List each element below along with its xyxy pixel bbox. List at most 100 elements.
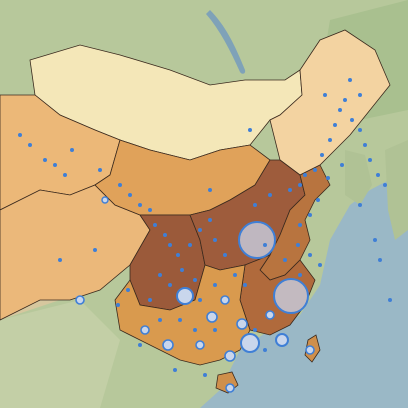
city-dot: [138, 343, 142, 347]
city-dot: [313, 168, 317, 172]
city-dot: [98, 168, 102, 172]
city-dot: [63, 173, 67, 177]
city-dot: [176, 253, 180, 257]
city-dot: [28, 143, 32, 147]
city-dot: [188, 243, 192, 247]
medium-marker-southeast[interactable]: [275, 333, 289, 347]
city-dot: [208, 188, 212, 192]
city-dot: [233, 273, 237, 277]
medium-marker-sichuan[interactable]: [176, 287, 194, 305]
city-dot: [148, 208, 152, 212]
city-dot: [180, 268, 184, 272]
city-dot: [118, 183, 122, 187]
city-dot: [338, 108, 342, 112]
city-dot: [223, 253, 227, 257]
small-marker[interactable]: [265, 310, 275, 320]
city-dot: [126, 288, 130, 292]
japan-terrain: [385, 140, 408, 240]
city-dot: [153, 223, 157, 227]
small-marker[interactable]: [236, 318, 248, 330]
city-dot: [303, 173, 307, 177]
city-dot: [158, 273, 162, 277]
city-dot: [343, 98, 347, 102]
city-dot: [168, 283, 172, 287]
city-dot: [253, 328, 257, 332]
city-dot: [128, 193, 132, 197]
city-dot: [173, 368, 177, 372]
city-dot: [320, 153, 324, 157]
small-marker[interactable]: [220, 295, 230, 305]
large-marker-east[interactable]: [273, 278, 309, 314]
city-dot: [378, 258, 382, 262]
city-dot: [43, 158, 47, 162]
city-dot: [263, 243, 267, 247]
large-marker-north[interactable]: [238, 221, 276, 259]
city-dot: [358, 128, 362, 132]
city-dot: [296, 243, 300, 247]
city-dot: [18, 133, 22, 137]
medium-marker-south[interactable]: [240, 333, 260, 353]
city-dot: [308, 213, 312, 217]
city-dot: [248, 128, 252, 132]
city-dot: [178, 318, 182, 322]
city-dot: [263, 348, 267, 352]
city-dot: [368, 158, 372, 162]
city-dot: [213, 328, 217, 332]
city-dot: [168, 243, 172, 247]
city-dot: [148, 298, 152, 302]
city-dot: [348, 78, 352, 82]
city-dot: [318, 263, 322, 267]
city-dot: [268, 193, 272, 197]
city-dot: [363, 143, 367, 147]
city-dot: [316, 198, 320, 202]
small-marker[interactable]: [225, 383, 235, 393]
city-dot: [243, 283, 247, 287]
small-marker[interactable]: [101, 196, 109, 204]
city-dot: [308, 253, 312, 257]
small-marker[interactable]: [140, 325, 150, 335]
city-dot: [253, 203, 257, 207]
city-dot: [358, 203, 362, 207]
city-dot: [93, 248, 97, 252]
small-marker[interactable]: [162, 339, 174, 351]
city-dot: [340, 163, 344, 167]
city-dot: [373, 238, 377, 242]
city-dot: [198, 298, 202, 302]
city-dot: [298, 183, 302, 187]
city-dot: [288, 188, 292, 192]
small-marker[interactable]: [75, 295, 85, 305]
city-dot: [70, 148, 74, 152]
city-dot: [138, 203, 142, 207]
korea-terrain: [345, 150, 372, 205]
city-dot: [163, 233, 167, 237]
city-dot: [376, 173, 380, 177]
city-dot: [116, 303, 120, 307]
city-dot: [208, 218, 212, 222]
city-dot: [283, 258, 287, 262]
city-dot: [158, 318, 162, 322]
small-marker[interactable]: [224, 350, 236, 362]
small-marker[interactable]: [305, 345, 315, 355]
northeast-region[interactable]: [269, 29, 391, 176]
city-dot: [358, 93, 362, 97]
city-dot: [383, 183, 387, 187]
city-dot: [198, 228, 202, 232]
lake-baikal: [206, 10, 246, 74]
small-marker[interactable]: [206, 311, 218, 323]
city-dot: [328, 138, 332, 142]
south-terrain: [0, 300, 120, 408]
city-dot: [333, 123, 337, 127]
small-marker[interactable]: [195, 340, 205, 350]
city-markers: [75, 196, 315, 393]
city-dot: [53, 163, 57, 167]
city-dot: [350, 118, 354, 122]
city-dot: [203, 373, 207, 377]
city-dot: [388, 298, 392, 302]
city-dot: [193, 328, 197, 332]
city-dot: [193, 278, 197, 282]
city-dot: [323, 93, 327, 97]
city-dot: [58, 258, 62, 262]
city-dot: [213, 283, 217, 287]
